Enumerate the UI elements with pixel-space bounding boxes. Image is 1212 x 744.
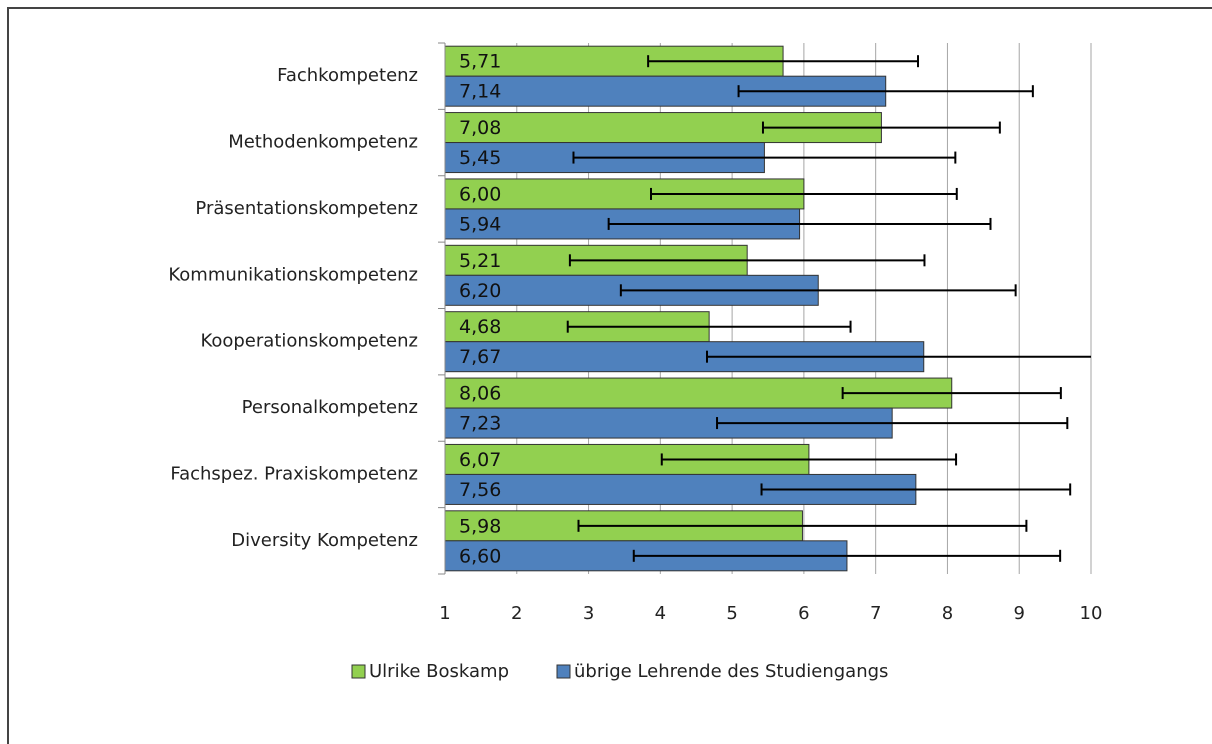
data-label: 6,20	[459, 280, 501, 302]
x-tick-label: 3	[583, 603, 594, 624]
data-label: 5,71	[459, 51, 501, 73]
y-tick-label: Methodenkompetenz	[228, 132, 418, 153]
data-label: 6,00	[459, 183, 501, 205]
y-tick-label: Fachkompetenz	[277, 65, 418, 86]
y-tick-label: Diversity Kompetenz	[231, 530, 418, 551]
legend-swatch	[351, 664, 366, 679]
x-tick-label: 4	[655, 603, 666, 624]
data-label: 4,68	[459, 316, 501, 338]
data-label: 5,94	[459, 213, 501, 235]
data-label: 5,45	[459, 147, 501, 169]
y-tick-label: Fachspez. Praxiskompetenz	[170, 463, 418, 484]
data-label: 5,98	[459, 515, 501, 537]
data-label: 8,06	[459, 383, 501, 405]
y-tick-label: Präsentationskompetenz	[195, 198, 418, 219]
data-label: 7,67	[459, 346, 501, 368]
plot-area	[445, 45, 1091, 572]
data-label: 7,14	[459, 81, 501, 103]
y-tick-label: Kooperationskompetenz	[200, 331, 418, 352]
legend-swatch	[556, 664, 571, 679]
frame	[7, 7, 1212, 744]
y-tick-label: Personalkompetenz	[242, 397, 418, 418]
x-tick-label: 7	[870, 603, 881, 624]
data-label: 7,08	[459, 117, 501, 139]
x-tick-label: 9	[1013, 603, 1024, 624]
data-label: 7,56	[459, 479, 501, 501]
data-label: 6,60	[459, 545, 501, 567]
data-label: 7,23	[459, 413, 501, 435]
x-tick-label: 10	[1080, 603, 1103, 624]
y-tick-label: Kommunikationskompetenz	[168, 264, 418, 285]
x-tick-label: 1	[439, 603, 450, 624]
data-label: 6,07	[459, 449, 501, 471]
data-label: 5,21	[459, 250, 501, 272]
x-tick-label: 8	[942, 603, 953, 624]
legend-label: übrige Lehrende des Studiengangs	[574, 661, 888, 682]
x-tick-label: 6	[798, 603, 809, 624]
x-tick-label: 2	[511, 603, 522, 624]
legend-label: Ulrike Boskamp	[369, 661, 509, 682]
x-tick-label: 5	[726, 603, 737, 624]
